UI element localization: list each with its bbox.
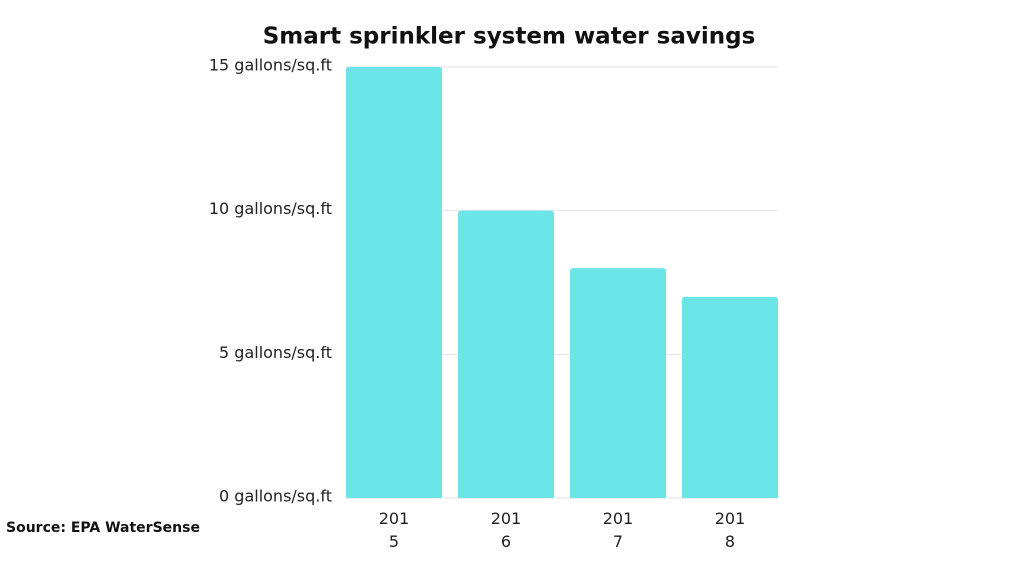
x-tick-label: 201 7 [603, 509, 634, 551]
bar [682, 296, 778, 498]
bar [570, 268, 666, 498]
source-note: Source: EPA WaterSense [6, 520, 200, 536]
x-tick-label: 201 5 [379, 509, 410, 551]
x-tick-label: 201 8 [715, 509, 746, 551]
y-tick-label: 0 gallons/sq.ft [219, 487, 332, 506]
bar [346, 67, 442, 498]
y-tick-label: 5 gallons/sq.ft [219, 343, 332, 362]
bar [458, 210, 554, 498]
y-tick-label: 15 gallons/sq.ft [209, 56, 332, 75]
chart-title: Smart sprinkler system water savings [263, 24, 756, 50]
x-tick-label: 201 6 [491, 509, 522, 551]
y-tick-label: 10 gallons/sq.ft [209, 199, 332, 218]
